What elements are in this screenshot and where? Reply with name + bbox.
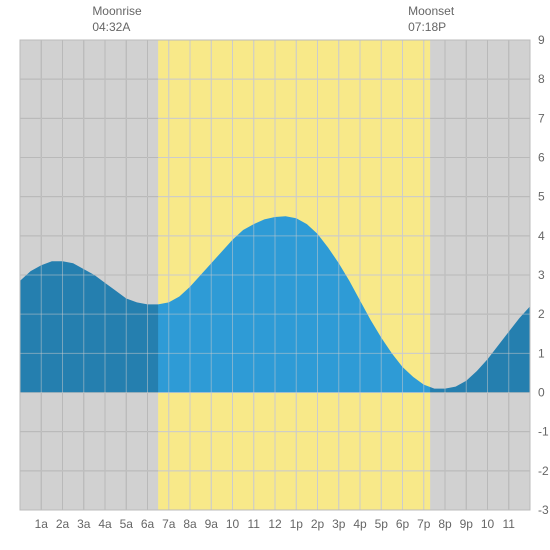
svg-text:9p: 9p [460,517,474,531]
moonrise-time: 04:32A [92,19,141,35]
svg-text:3: 3 [538,268,545,282]
svg-text:-3: -3 [538,503,549,517]
tide-chart: 1a2a3a4a5a6a7a8a9a1011121p2p3p4p5p6p7p8p… [0,0,550,550]
svg-text:1p: 1p [290,517,304,531]
svg-text:-2: -2 [538,464,549,478]
svg-text:6a: 6a [141,517,155,531]
svg-text:-1: -1 [538,425,549,439]
svg-text:10: 10 [481,517,495,531]
svg-text:3p: 3p [332,517,346,531]
svg-text:7p: 7p [417,517,431,531]
svg-text:9a: 9a [205,517,219,531]
svg-text:12: 12 [268,517,282,531]
svg-text:5p: 5p [375,517,389,531]
svg-text:0: 0 [538,386,545,400]
moonrise-annotation: Moonrise 04:32A [92,3,141,35]
svg-text:2a: 2a [56,517,70,531]
moonset-time: 07:18P [408,19,454,35]
svg-text:9: 9 [538,33,545,47]
svg-text:7a: 7a [162,517,176,531]
svg-text:5: 5 [538,190,545,204]
moonset-title: Moonset [408,3,454,19]
svg-text:11: 11 [503,517,516,531]
svg-text:5a: 5a [120,517,134,531]
moonset-annotation: Moonset 07:18P [408,3,454,35]
svg-text:1: 1 [538,346,545,360]
svg-text:2: 2 [538,307,545,321]
svg-text:1a: 1a [35,517,49,531]
svg-text:6p: 6p [396,517,410,531]
svg-text:3a: 3a [77,517,91,531]
chart-svg: 1a2a3a4a5a6a7a8a9a1011121p2p3p4p5p6p7p8p… [0,0,550,550]
svg-text:4a: 4a [98,517,112,531]
svg-text:10: 10 [226,517,240,531]
svg-text:8p: 8p [438,517,452,531]
svg-text:7: 7 [538,111,545,125]
moonrise-title: Moonrise [92,3,141,19]
svg-text:4: 4 [538,229,545,243]
svg-text:8a: 8a [183,517,197,531]
svg-text:6: 6 [538,151,545,165]
svg-text:4p: 4p [353,517,367,531]
svg-text:2p: 2p [311,517,325,531]
svg-text:11: 11 [248,517,261,531]
svg-text:8: 8 [538,72,545,86]
